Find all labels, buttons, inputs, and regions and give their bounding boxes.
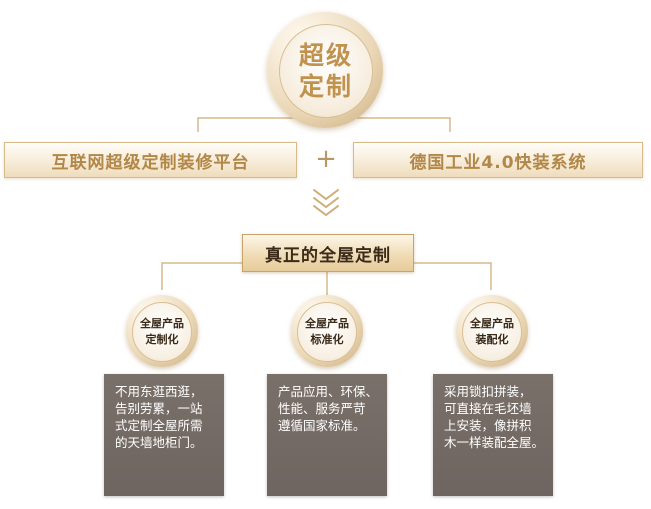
down-chevrons-icon [313,189,339,217]
feature-circle-2: 全屋产品 标准化 [297,302,357,362]
feature-card-1: 不用东逛西逛， 告别劳累，一站 式定制全屋所需 的天墙地柜门。 [104,374,224,496]
banner-connector [161,262,492,295]
feature-card-2: 产品应用、环保、 性能、服务严苛 遵循国家标准。 [267,374,387,496]
feature-title-line1: 全屋产品 [140,317,184,330]
feature-title-line2: 定制化 [145,333,179,346]
left-bar: 互联网超级定制装修平台 [4,142,297,178]
feature-desc-line: 采用锁扣拼装， [444,384,532,399]
feature-desc-line: 可直接在毛坯墙 [444,401,532,416]
feature-title-line2: 装配化 [475,333,509,346]
banner-title: 真正的全屋定制 [242,234,414,272]
feature-desc-line: 的天墙地柜门。 [115,435,203,450]
feature-desc-line: 性能、服务严苛 [278,401,366,416]
feature-title-line2: 标准化 [310,333,344,346]
feature-desc-line: 式定制全屋所需 [115,418,203,433]
feature-card-3: 采用锁扣拼装， 可直接在毛坯墙 上安装，像拼积 木一样装配全屋。 [433,374,553,496]
right-bar: 德国工业4.0快装系统 [353,142,643,178]
feature-desc-line: 木一样装配全屋。 [444,435,545,450]
top-circle-line2: 定制 [298,72,353,101]
feature-desc-line: 不用东逛西逛， [115,384,203,399]
feature-circle-3: 全屋产品 装配化 [462,302,522,362]
top-circle: 超级 定制 [279,24,373,118]
feature-desc-line: 产品应用、环保、 [278,384,379,399]
feature-desc-line: 上安装，像拼积 [444,418,532,433]
feature-desc-line: 告别劳累，一站 [115,401,203,416]
feature-title-line1: 全屋产品 [305,317,349,330]
feature-title-line1: 全屋产品 [470,317,514,330]
feature-desc-line: 遵循国家标准。 [278,418,366,433]
feature-circle-1: 全屋产品 定制化 [132,302,192,362]
top-circle-line1: 超级 [298,41,353,70]
plus-icon: + [315,144,337,174]
